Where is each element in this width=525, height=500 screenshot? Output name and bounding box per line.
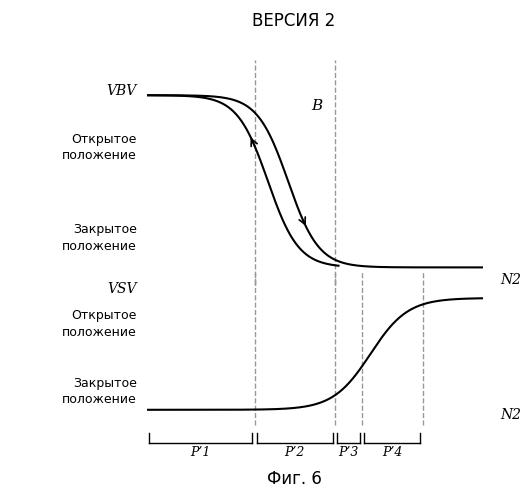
Text: VSV: VSV	[108, 282, 137, 296]
Text: N2: N2	[500, 273, 521, 287]
Text: Фиг. 6: Фиг. 6	[267, 470, 321, 488]
Text: ВЕРСИЯ 2: ВЕРСИЯ 2	[253, 12, 335, 30]
Text: VBV: VBV	[107, 84, 137, 98]
Text: Открытое
положение: Открытое положение	[62, 133, 137, 162]
Text: N2: N2	[500, 408, 521, 422]
Text: P’2: P’2	[285, 446, 305, 459]
Text: Закрытое
положение: Закрытое положение	[62, 224, 137, 252]
Text: P’3: P’3	[339, 446, 359, 459]
Text: Закрытое
положение: Закрытое положение	[62, 377, 137, 406]
Text: P’4: P’4	[382, 446, 403, 459]
Text: P’1: P’1	[191, 446, 211, 459]
Text: B: B	[312, 98, 323, 112]
Text: Открытое
положение: Открытое положение	[62, 310, 137, 338]
